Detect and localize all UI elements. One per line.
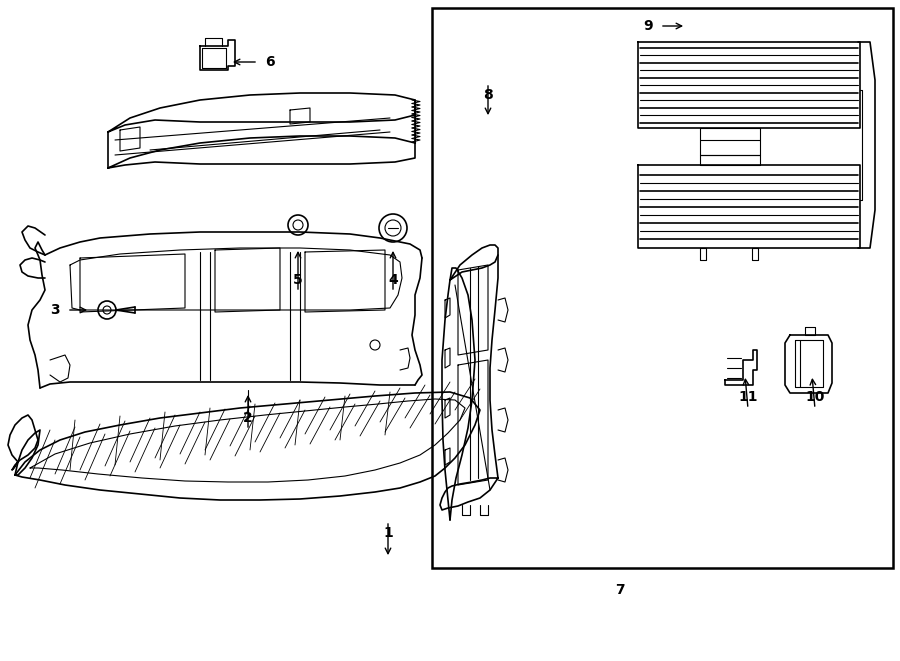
Text: 6: 6 bbox=[266, 55, 274, 69]
Text: 3: 3 bbox=[50, 303, 59, 317]
Text: 5: 5 bbox=[293, 273, 303, 287]
Text: 9: 9 bbox=[644, 19, 652, 33]
Text: 11: 11 bbox=[738, 390, 758, 404]
Text: 10: 10 bbox=[806, 390, 824, 404]
Text: 7: 7 bbox=[616, 583, 625, 597]
Text: 4: 4 bbox=[388, 273, 398, 287]
Text: 8: 8 bbox=[483, 88, 493, 102]
Bar bbox=[432, 8, 893, 568]
Text: 1: 1 bbox=[383, 526, 393, 540]
Text: 2: 2 bbox=[243, 411, 253, 425]
